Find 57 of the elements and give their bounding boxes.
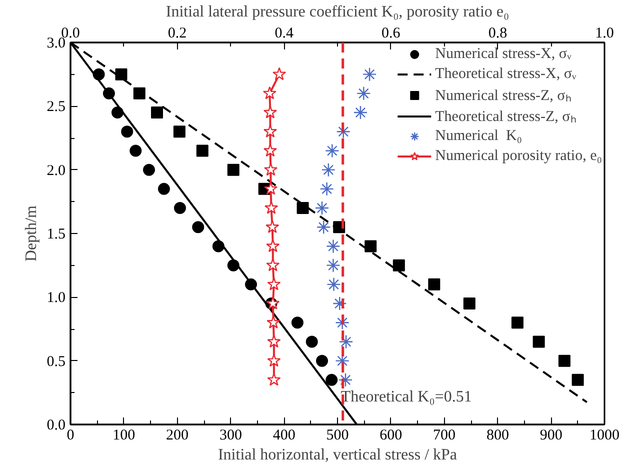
y-tick-label: 2.5 — [46, 99, 66, 116]
point — [196, 144, 208, 157]
x-tick-label: 600 — [380, 428, 402, 444]
legend-label: Theoretical stress-Z, σₕ — [435, 108, 576, 126]
x2-tick-label: 0.6 — [382, 26, 401, 42]
x-axis-title: Initial horizontal, vertical stress / kPa — [218, 446, 458, 464]
point — [173, 126, 186, 138]
x2-tick-label: 1.0 — [595, 26, 614, 42]
point — [428, 278, 440, 290]
legend-label: Numerical stress-Z, σₕ — [435, 87, 572, 105]
legend-label: Numerical stress-X, σᵥ — [435, 46, 572, 62]
point — [143, 164, 155, 176]
point — [326, 374, 338, 386]
point — [392, 259, 405, 272]
point — [130, 144, 142, 157]
x-tick-label: 800 — [486, 428, 509, 444]
point — [192, 221, 204, 234]
legend-label: Numerical K₀ — [435, 128, 522, 144]
point — [121, 126, 134, 138]
point — [151, 106, 164, 119]
x-tick-label: 700 — [433, 428, 456, 444]
point — [296, 202, 309, 214]
point — [158, 182, 170, 195]
point — [558, 354, 570, 367]
point — [511, 316, 524, 329]
x-tick-label: 1000 — [590, 428, 620, 444]
y-tick-label: 2.0 — [46, 162, 66, 179]
point — [463, 298, 476, 310]
point — [115, 68, 128, 80]
x-tick-label: 200 — [166, 428, 189, 444]
point — [227, 164, 240, 176]
point — [316, 354, 328, 367]
x-tick-label: 900 — [540, 428, 562, 444]
point — [532, 336, 545, 348]
x2-tick-label: 0.4 — [274, 26, 294, 42]
legend-label: Theoretical stress-X, σᵥ — [435, 66, 576, 82]
y-axis-title: Depth/m — [22, 204, 40, 262]
legend-label: Numerical porosity ratio, e₀ — [435, 148, 602, 164]
x2-tick-label: 0.2 — [168, 26, 187, 42]
point — [291, 316, 304, 329]
x-tick-label: 300 — [219, 428, 242, 444]
point — [174, 202, 186, 214]
y-tick-label: 0.5 — [46, 354, 66, 370]
ref-line-label: Theoretical K₀=0.51 — [340, 388, 472, 406]
point — [133, 87, 146, 100]
y-tick-label: 1.5 — [46, 226, 66, 242]
y-tick-label: 0.0 — [46, 418, 66, 434]
y-tick-label: 1.0 — [46, 290, 66, 306]
x2-tick-label: 0.8 — [488, 26, 508, 42]
point — [572, 374, 584, 386]
point — [306, 336, 318, 348]
point — [364, 240, 377, 252]
x2-axis-title: Initial lateral pressure coefficient K₀, porosity ratio e₀ — [166, 4, 510, 20]
x-tick-label: 100 — [112, 428, 136, 444]
x-tick-label: 0 — [66, 428, 74, 444]
x-tick-label: 400 — [272, 428, 296, 444]
x-tick-label: 500 — [326, 428, 349, 444]
